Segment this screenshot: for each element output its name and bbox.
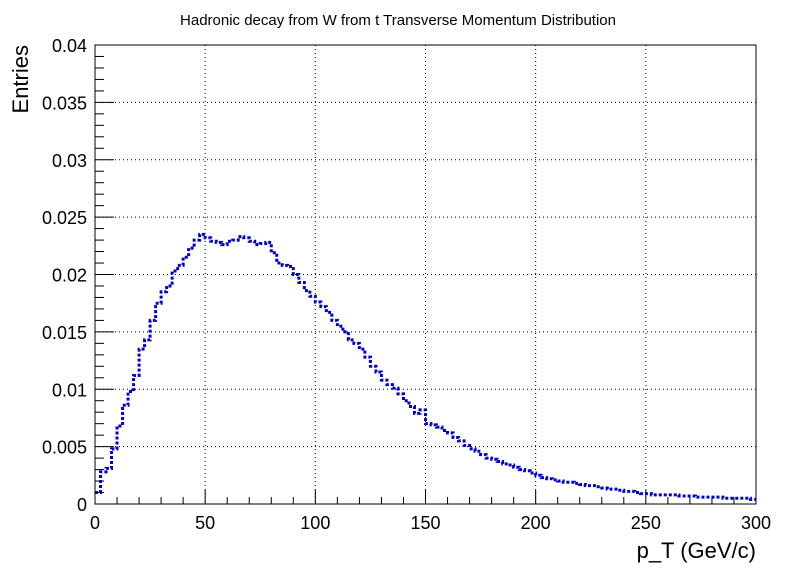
y-tick-label: 0.03: [52, 151, 87, 171]
y-tick-label: 0.015: [42, 323, 87, 343]
y-tick-label: 0.04: [52, 36, 87, 56]
grid-lines: [95, 45, 756, 504]
x-tick-label: 50: [195, 513, 215, 533]
y-tick-label: 0.01: [52, 380, 87, 400]
y-tick-label: 0: [77, 495, 87, 515]
x-tick-label: 150: [410, 513, 440, 533]
x-axis-label: p_T (GeV/c): [637, 538, 756, 563]
x-tick-label: 200: [521, 513, 551, 533]
y-tick-label: 0.025: [42, 208, 87, 228]
tick-labels: 0 50 100 150 200 250 300 0 0.005 0.01 0.015 0.02 0.0…: [42, 36, 771, 533]
x-tick-label: 100: [300, 513, 330, 533]
histogram-series: [95, 232, 756, 501]
x-tick-label: 250: [631, 513, 661, 533]
x-tick-label: 0: [90, 513, 100, 533]
chart-title: Hadronic decay from W from t Transverse …: [180, 12, 616, 29]
y-tick-label: 0.035: [42, 93, 87, 113]
y-tick-label: 0.02: [52, 266, 87, 286]
x-tick-label: 300: [741, 513, 771, 533]
y-tick-label: 0.005: [42, 438, 87, 458]
axis-ticks: [94, 44, 757, 505]
y-axis-label: Entries: [8, 45, 33, 113]
